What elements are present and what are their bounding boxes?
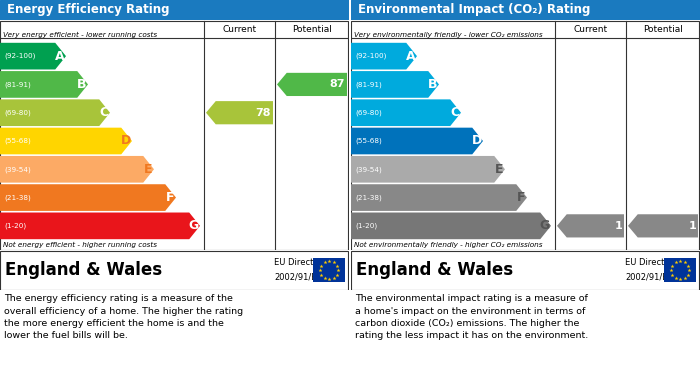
Polygon shape <box>351 156 505 183</box>
Text: 87: 87 <box>330 79 345 90</box>
Polygon shape <box>0 71 88 98</box>
Text: 1: 1 <box>688 221 696 231</box>
Text: The energy efficiency rating is a measure of the
overall efficiency of a home. T: The energy efficiency rating is a measur… <box>4 294 243 341</box>
Polygon shape <box>0 99 110 126</box>
Text: (39-54): (39-54) <box>4 166 31 172</box>
Text: G: G <box>188 219 199 232</box>
Text: (55-68): (55-68) <box>355 138 382 144</box>
Text: E: E <box>494 163 503 176</box>
Text: F: F <box>517 191 525 204</box>
Text: Very energy efficient - lower running costs: Very energy efficient - lower running co… <box>3 32 157 38</box>
Text: 2002/91/EC: 2002/91/EC <box>274 273 323 282</box>
Text: (81-91): (81-91) <box>4 81 31 88</box>
Text: England & Wales: England & Wales <box>356 261 513 279</box>
Text: B: B <box>428 78 438 91</box>
Polygon shape <box>0 43 66 70</box>
Text: (92-100): (92-100) <box>355 53 386 59</box>
Text: Current: Current <box>223 25 257 34</box>
Bar <box>664 258 696 282</box>
Polygon shape <box>277 73 347 96</box>
Text: (69-80): (69-80) <box>355 109 382 116</box>
Text: 1: 1 <box>615 221 622 231</box>
Polygon shape <box>351 43 417 70</box>
Text: C: C <box>99 106 108 119</box>
Text: (55-68): (55-68) <box>4 138 31 144</box>
Text: Not environmentally friendly - higher CO₂ emissions: Not environmentally friendly - higher CO… <box>354 242 542 248</box>
Text: (69-80): (69-80) <box>4 109 31 116</box>
Polygon shape <box>0 184 176 211</box>
Polygon shape <box>628 214 698 237</box>
Bar <box>313 258 345 282</box>
Polygon shape <box>0 156 154 183</box>
Text: (39-54): (39-54) <box>355 166 382 172</box>
Polygon shape <box>0 213 200 239</box>
Text: EU Directive: EU Directive <box>625 258 677 267</box>
Text: Potential: Potential <box>643 25 683 34</box>
Text: (81-91): (81-91) <box>355 81 382 88</box>
Polygon shape <box>351 213 551 239</box>
Polygon shape <box>557 214 624 237</box>
Text: EU Directive: EU Directive <box>274 258 326 267</box>
Text: F: F <box>165 191 174 204</box>
Text: (92-100): (92-100) <box>4 53 36 59</box>
Text: E: E <box>144 163 152 176</box>
Text: Energy Efficiency Rating: Energy Efficiency Rating <box>7 4 169 16</box>
Text: (1-20): (1-20) <box>355 222 377 229</box>
Text: (21-38): (21-38) <box>4 194 31 201</box>
Text: C: C <box>450 106 459 119</box>
Polygon shape <box>351 99 461 126</box>
Polygon shape <box>0 127 132 154</box>
Text: D: D <box>120 135 131 147</box>
Text: Current: Current <box>573 25 608 34</box>
Polygon shape <box>351 127 483 154</box>
Text: The environmental impact rating is a measure of
a home's impact on the environme: The environmental impact rating is a mea… <box>355 294 588 341</box>
Text: A: A <box>406 50 415 63</box>
Text: England & Wales: England & Wales <box>5 261 162 279</box>
Text: Very environmentally friendly - lower CO₂ emissions: Very environmentally friendly - lower CO… <box>354 32 542 38</box>
Text: G: G <box>540 219 550 232</box>
Text: 78: 78 <box>256 108 271 118</box>
Text: (1-20): (1-20) <box>4 222 26 229</box>
Text: A: A <box>55 50 64 63</box>
Text: Not energy efficient - higher running costs: Not energy efficient - higher running co… <box>3 242 157 248</box>
Polygon shape <box>351 71 439 98</box>
Text: Potential: Potential <box>292 25 332 34</box>
Polygon shape <box>206 101 273 124</box>
Text: (21-38): (21-38) <box>355 194 382 201</box>
Text: D: D <box>472 135 482 147</box>
Polygon shape <box>351 184 527 211</box>
Text: 2002/91/EC: 2002/91/EC <box>625 273 673 282</box>
Text: B: B <box>77 78 86 91</box>
Text: Environmental Impact (CO₂) Rating: Environmental Impact (CO₂) Rating <box>358 4 590 16</box>
